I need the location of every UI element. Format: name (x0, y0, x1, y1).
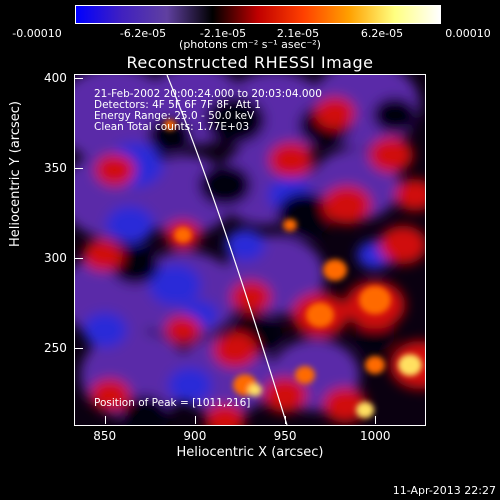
colorbar-tick: -0.00010 (12, 27, 62, 40)
intensity-blob (83, 312, 127, 348)
intensity-blob (379, 225, 425, 265)
image-intensity-cores (164, 119, 422, 419)
y-tick-label: 300 (44, 251, 67, 266)
y-tick-mark (75, 167, 83, 169)
annotation-clean-counts: Clean Total counts: 1.77E+03 (94, 121, 250, 133)
x-tick-mark (375, 416, 377, 424)
y-tick-mark (75, 348, 83, 350)
x-tick-mark (104, 416, 106, 424)
solar-limb-line (166, 75, 288, 425)
peak-position-label: Position of Peak = [1011,216] (94, 397, 251, 409)
intensity-blob (95, 154, 135, 186)
x-tick-label: 950 (273, 429, 297, 443)
intensity-blob (165, 315, 201, 345)
intensity-blob (323, 387, 367, 423)
intensity-blob (149, 264, 201, 306)
intensity-blob (90, 379, 130, 411)
x-axis-label: Heliocentric X (arcsec) (176, 445, 324, 460)
intensity-blob (168, 367, 212, 403)
intensity-blob (199, 164, 251, 206)
intensity-peak (174, 226, 192, 244)
intensity-blob (213, 332, 257, 368)
image-intensity-field (75, 75, 425, 425)
intensity-peak (306, 302, 334, 328)
rhessi-image-plot[interactable]: 21-Feb-2002 20:00:24.000 to 20:03:04.000… (74, 74, 426, 426)
colorbar (75, 5, 441, 24)
intensity-peak (359, 285, 391, 315)
annotation-time-range: 21-Feb-2002 20:00:24.000 to 20:03:04.000 (94, 88, 322, 100)
rhessi-image (75, 75, 425, 425)
intensity-blob (225, 229, 265, 261)
intensity-peak (164, 119, 176, 131)
intensity-blob (148, 117, 192, 153)
intensity-peak (365, 356, 385, 374)
timestamp: 11-Apr-2013 22:27 (392, 484, 496, 497)
colorbar-tick: -2.1e-05 (199, 27, 247, 40)
intensity-blob (315, 97, 355, 129)
x-tick-mark (285, 416, 287, 424)
intensity-blob (369, 137, 413, 173)
intensity-peak (398, 354, 422, 376)
intensity-blob (205, 96, 265, 144)
x-tick-label: 850 (93, 429, 117, 443)
intensity-blob (263, 377, 307, 413)
intensity-blob (373, 97, 417, 133)
x-tick-label: 900 (183, 429, 207, 443)
intensity-blob (323, 185, 371, 225)
intensity-blob (121, 395, 169, 425)
intensity-blob (205, 404, 245, 425)
intensity-peak (295, 366, 315, 384)
colorbar-tick: 2.1e-05 (276, 27, 320, 40)
colorbar-tick: 6.2e-05 (360, 27, 404, 40)
intensity-blob (106, 205, 154, 245)
colorbar-tick: 0.00010 (445, 27, 491, 40)
y-tick-label: 400 (44, 70, 67, 85)
intensity-blob (269, 142, 313, 178)
y-tick-mark (75, 77, 83, 79)
intensity-peak (323, 259, 347, 281)
intensity-blob (83, 239, 123, 271)
annotation-detectors: Detectors: 4F 5F 6F 7F 8F, Att 1 (94, 99, 261, 111)
x-tick-label: 1000 (360, 429, 391, 443)
intensity-peak (283, 218, 297, 232)
y-tick-mark (75, 258, 83, 260)
annotation-energy-range: Energy Range: 25.0 - 50.0 keV (94, 110, 255, 122)
intensity-blob (111, 245, 159, 285)
y-tick-label: 250 (44, 341, 67, 356)
intensity-blob (231, 281, 271, 313)
intensity-peak (248, 383, 262, 397)
colorbar-tick: -6.2e-05 (119, 27, 167, 40)
intensity-peak (356, 401, 374, 419)
colorbar-units: (photons cm⁻² s⁻¹ asec⁻²) (179, 38, 321, 51)
intensity-blob (395, 179, 425, 211)
y-axis-label: Heliocentric Y (arcsec) (8, 101, 23, 247)
plot-title: Reconstructed RHESSI Image (126, 53, 374, 72)
x-tick-mark (194, 416, 196, 424)
y-tick-label: 350 (44, 160, 67, 175)
